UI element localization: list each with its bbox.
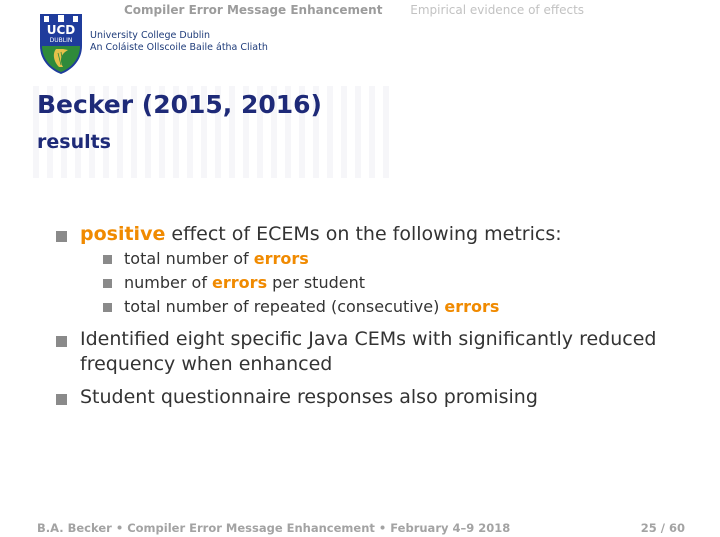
- slide-subtitle: results: [37, 131, 111, 153]
- ucd-shield-icon: UCD DUBLIN: [40, 14, 82, 74]
- bullet-square-icon: [103, 303, 112, 312]
- bullet-text-line: frequency when enhanced: [80, 353, 333, 375]
- bullet-text: Student questionnaire responses also pro…: [80, 386, 538, 408]
- navigation-bar: Compiler Error Message Enhancement Empir…: [124, 3, 584, 17]
- bullet-square-icon: [56, 394, 67, 405]
- footer-info: B.A. Becker • Compiler Error Message Enh…: [37, 521, 510, 535]
- footer-date: February 4–9 2018: [390, 521, 511, 535]
- highlight-text: errors: [253, 249, 309, 268]
- footer-separator: •: [115, 521, 124, 535]
- logo-dublin-text: DUBLIN: [50, 37, 73, 44]
- title-background-pattern: [33, 86, 393, 178]
- bullet-text: effect of ECEMs on the following metrics…: [165, 223, 562, 245]
- sub-bullet-text: total number of: [124, 249, 254, 268]
- highlight-text: errors: [444, 297, 500, 316]
- slide-content: positive effect of ECEMs on the followin…: [56, 222, 696, 410]
- sub-bullet-text: per student: [267, 273, 366, 292]
- institution-line-irish: An Coláiste Ollscoile Baile átha Cliath: [90, 42, 268, 53]
- bullet-square-icon: [103, 279, 112, 288]
- bullet-square-icon: [56, 336, 67, 347]
- sub-bullet-item: total number of repeated (consecutive) e…: [56, 295, 696, 319]
- highlight-text: errors: [212, 273, 268, 292]
- footer-talk-title: Compiler Error Message Enhancement: [127, 521, 375, 535]
- nav-subsection[interactable]: Empirical evidence of effects: [410, 3, 585, 17]
- sub-bullet-text: number of: [124, 273, 213, 292]
- sub-bullet-item: total number of errors: [56, 247, 696, 271]
- bullet-item: Student questionnaire responses also pro…: [56, 385, 696, 410]
- logo-ucd-text: UCD: [47, 23, 76, 37]
- footer-author: B.A. Becker: [37, 521, 112, 535]
- bullet-square-icon: [56, 231, 67, 242]
- nav-section[interactable]: Compiler Error Message Enhancement: [124, 3, 383, 17]
- bullet-square-icon: [103, 255, 112, 264]
- sub-bullet-text: total number of repeated (consecutive): [124, 297, 445, 316]
- bullet-item: Identified eight specific Java CEMs with…: [56, 327, 696, 377]
- page-number: 25 / 60: [640, 521, 685, 535]
- institution-name: University College Dublin An Coláiste Ol…: [90, 30, 268, 54]
- ucd-logo: UCD DUBLIN: [38, 12, 84, 76]
- highlight-text: positive: [80, 223, 166, 245]
- footer-separator: •: [378, 521, 387, 535]
- slide-title: Becker (2015, 2016): [37, 90, 322, 119]
- institution-line-english: University College Dublin: [90, 30, 211, 41]
- bullet-item: positive effect of ECEMs on the followin…: [56, 222, 696, 247]
- bullet-text-line: Identified eight specific Java CEMs with…: [80, 328, 657, 350]
- sub-bullet-item: number of errors per student: [56, 271, 696, 295]
